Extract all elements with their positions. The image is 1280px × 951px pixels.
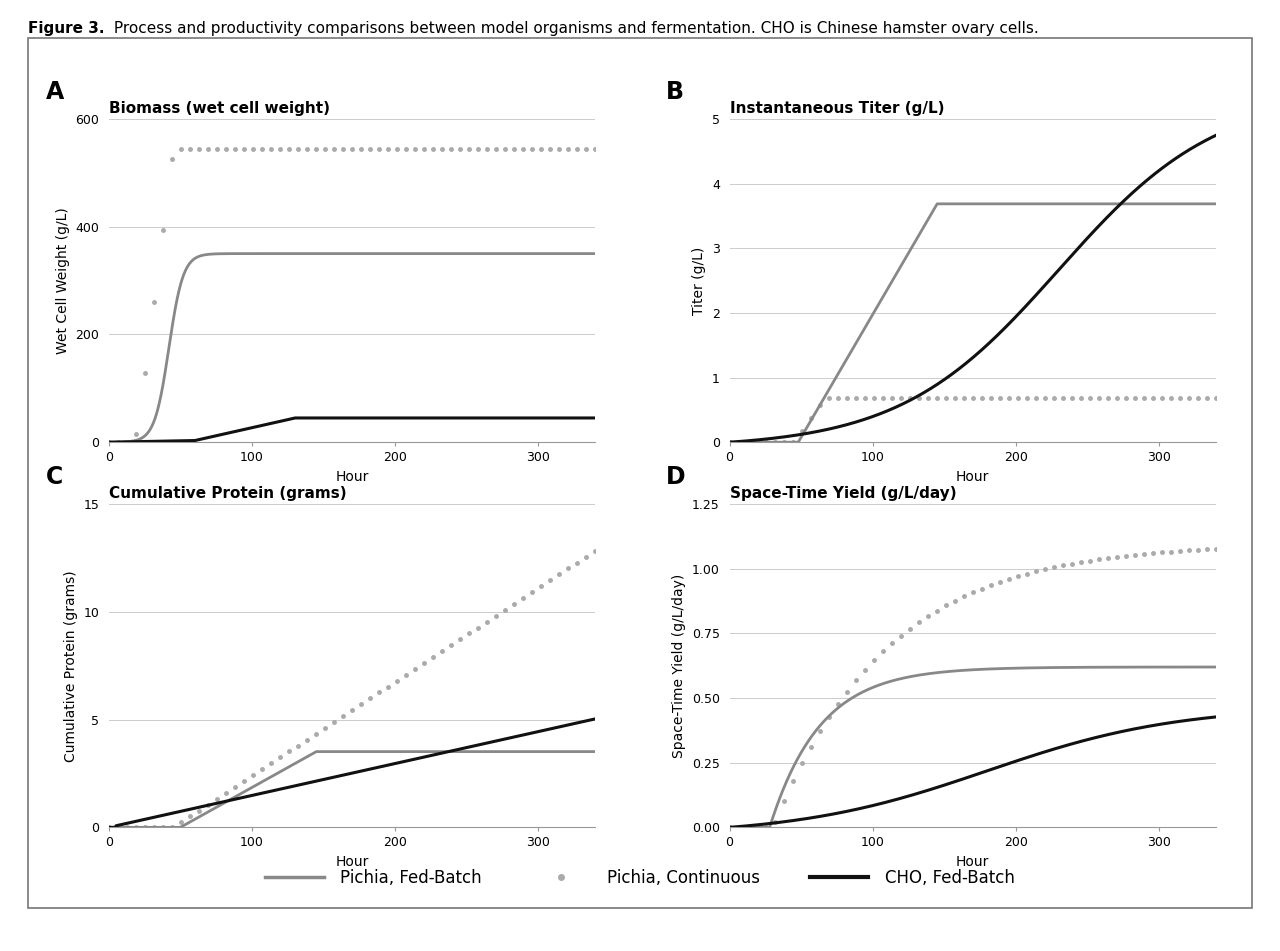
Text: D: D [667, 465, 686, 489]
Text: C: C [46, 465, 63, 489]
X-axis label: Hour: Hour [956, 470, 989, 484]
Text: A: A [46, 80, 64, 104]
Text: Space-Time Yield (g/L/day): Space-Time Yield (g/L/day) [730, 487, 956, 501]
X-axis label: Hour: Hour [956, 855, 989, 869]
Text: Process and productivity comparisons between model organisms and fermentation. C: Process and productivity comparisons bet… [109, 21, 1038, 36]
X-axis label: Hour: Hour [335, 855, 369, 869]
Legend: Pichia, Fed-Batch, Pichia, Continuous, CHO, Fed-Batch: Pichia, Fed-Batch, Pichia, Continuous, C… [259, 862, 1021, 893]
Y-axis label: Titer (g/L): Titer (g/L) [692, 246, 707, 315]
Text: Biomass (wet cell weight): Biomass (wet cell weight) [109, 102, 330, 116]
Text: B: B [667, 80, 685, 104]
Text: Cumulative Protein (grams): Cumulative Protein (grams) [109, 487, 347, 501]
Y-axis label: Cumulative Protein (grams): Cumulative Protein (grams) [64, 570, 78, 762]
Text: Instantaneous Titer (g/L): Instantaneous Titer (g/L) [730, 102, 945, 116]
Text: Figure 3.: Figure 3. [28, 21, 105, 36]
Y-axis label: Space-Time Yield (g/L/day): Space-Time Yield (g/L/day) [672, 573, 686, 758]
X-axis label: Hour: Hour [335, 470, 369, 484]
Y-axis label: Wet Cell Weight (g/L): Wet Cell Weight (g/L) [55, 207, 69, 354]
